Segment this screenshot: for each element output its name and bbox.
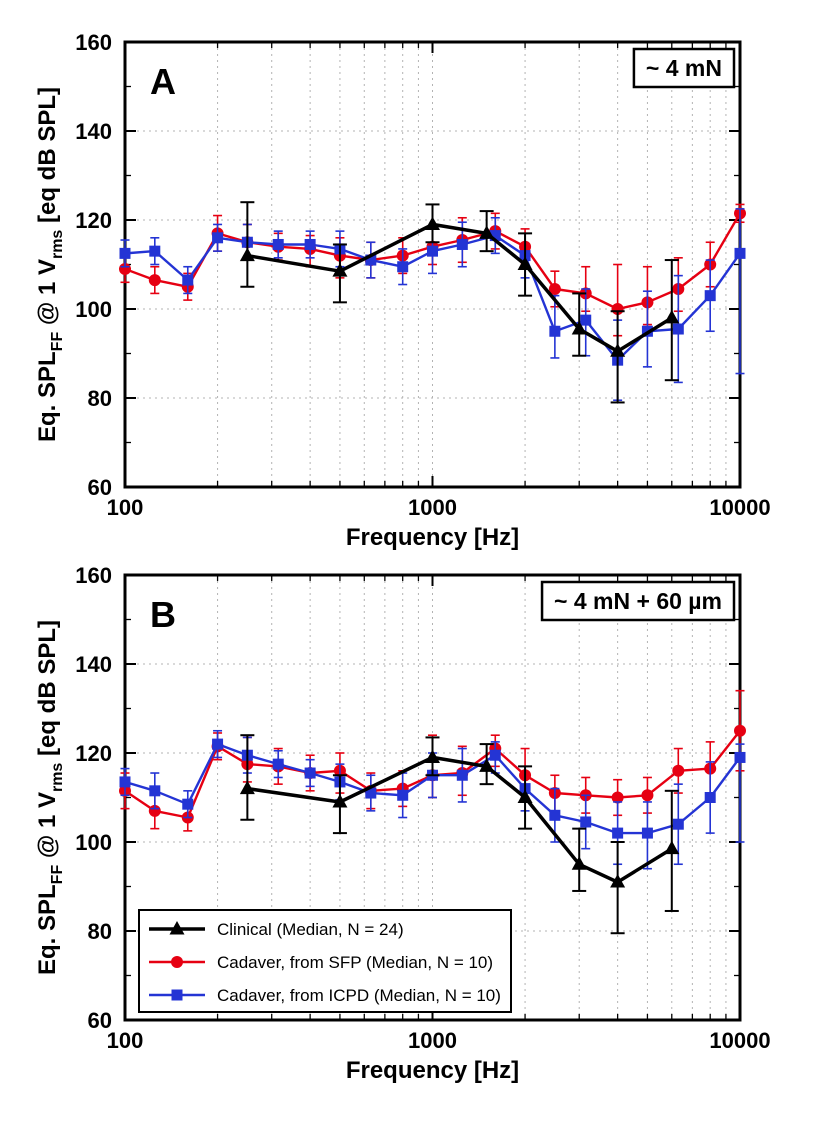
y-tick-label: 140: [75, 652, 112, 677]
annotation-text: ~ 4 mN: [646, 55, 722, 81]
legend-label-clinical: Clinical (Median, N = 24): [217, 920, 404, 939]
x-tick-label: 10000: [709, 1028, 770, 1053]
annotation-box: ~ 4 mN + 60 µm: [540, 580, 736, 622]
panel-letter: A: [150, 61, 176, 102]
x-tick-label: 1000: [408, 495, 457, 520]
y-tick-label: 100: [75, 830, 112, 855]
axis-ticks: [124, 41, 741, 488]
y-tick-label: 140: [75, 119, 112, 144]
y-axis-label: Eq. SPLFF @ 1 Vrms [eq dB SPL]: [34, 620, 66, 975]
x-axis-label: Frequency [Hz]: [346, 524, 519, 551]
y-tick-label: 120: [75, 208, 112, 233]
y-tick-label: 160: [75, 563, 112, 588]
y-tick-label: 80: [88, 919, 112, 944]
panel-b-chart: 100 1000 10000 60 80 100 120 140 160 Frequency [H…: [34, 563, 771, 1084]
y-tick-label: 80: [88, 386, 112, 411]
legend-label-cadaver-icpd: Cadaver, from ICPD (Median, N = 10): [217, 986, 501, 1005]
y-tick-label: 120: [75, 741, 112, 766]
series-clinical: [239, 734, 680, 935]
x-axis-label: Frequency [Hz]: [346, 1057, 519, 1084]
legend: Clinical (Median, N = 24) Cadaver, from S…: [138, 909, 512, 1013]
annotation-text: ~ 4 mN + 60 µm: [554, 588, 722, 614]
x-tick-label: 1000: [408, 1028, 457, 1053]
y-axis-label: Eq. SPLFF @ 1 Vrms [eq dB SPL]: [34, 87, 66, 442]
x-tick-label: 10000: [709, 495, 770, 520]
y-tick-label: 100: [75, 297, 112, 322]
x-tick-label: 100: [107, 495, 144, 520]
series-clinical: [239, 201, 680, 404]
y-tick-label: 160: [75, 30, 112, 55]
y-tick-label: 60: [88, 475, 112, 500]
panel-letter: B: [150, 594, 176, 635]
panel-a-chart: 100 1000 10000 60 80 100 120 140 160 Frequency [H…: [34, 30, 771, 551]
y-tick-label: 60: [88, 1008, 112, 1033]
legend-label-cadaver-sfp: Cadaver, from SFP (Median, N = 10): [217, 953, 493, 972]
x-tick-label: 100: [107, 1028, 144, 1053]
annotation-box: ~ 4 mN: [632, 47, 736, 89]
